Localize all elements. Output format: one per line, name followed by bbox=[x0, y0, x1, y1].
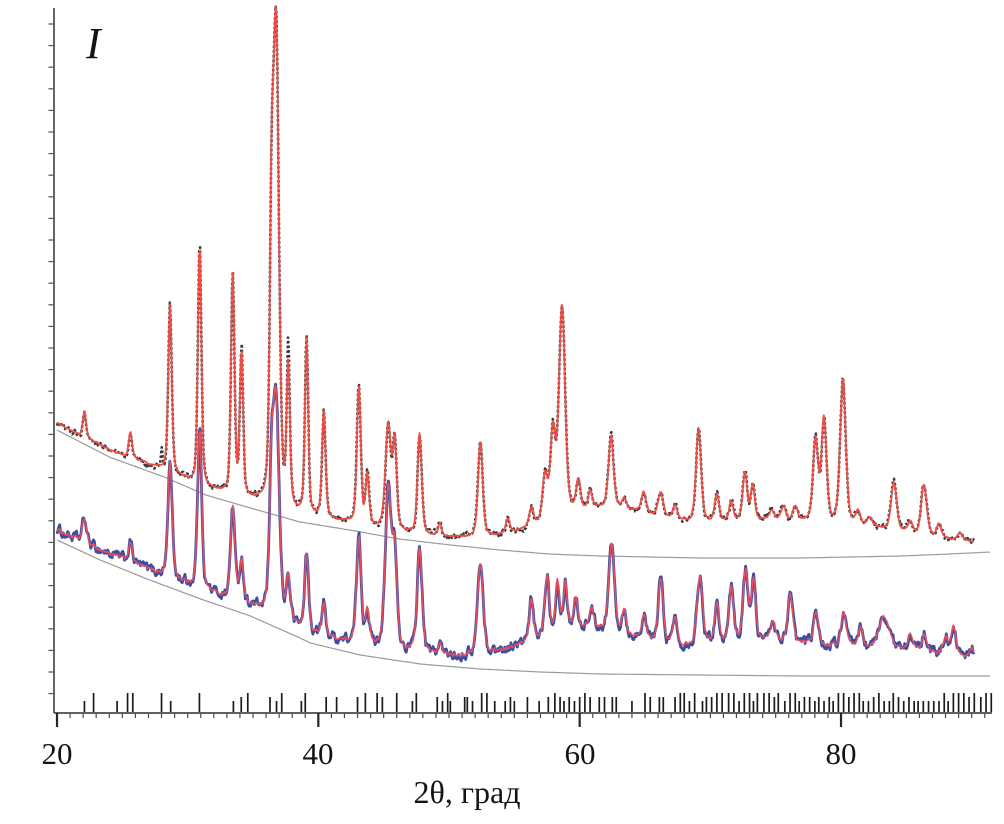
y-axis-label: I bbox=[85, 19, 103, 68]
x-tick-label-80: 80 bbox=[826, 736, 857, 771]
x-tick-label-60: 60 bbox=[565, 736, 596, 771]
x-tick-label-40: 40 bbox=[303, 736, 334, 771]
x-tick-label-20: 20 bbox=[42, 736, 73, 771]
x-axis-label: 2θ, град bbox=[414, 774, 521, 810]
plot-area bbox=[48, 4, 993, 727]
